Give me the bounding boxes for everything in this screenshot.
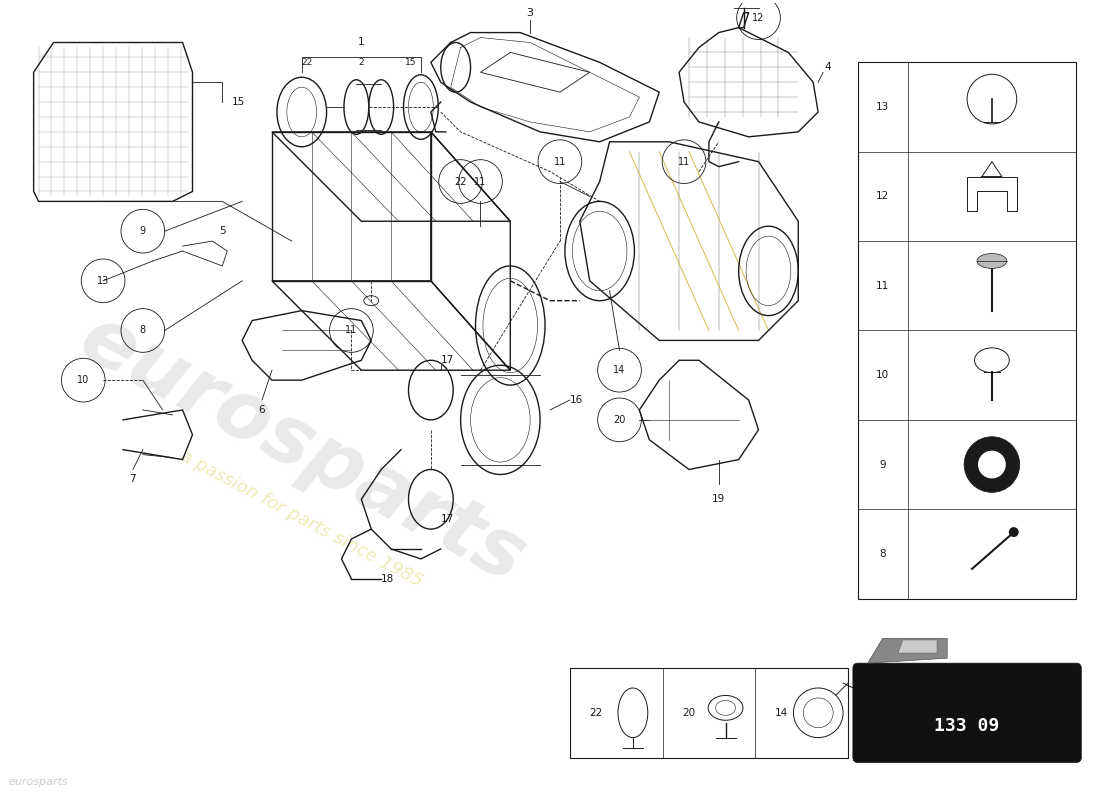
Text: 2: 2 <box>359 58 364 67</box>
Text: 133 09: 133 09 <box>935 718 1000 735</box>
Text: 1: 1 <box>358 38 364 47</box>
Circle shape <box>964 437 1020 492</box>
Text: 11: 11 <box>474 177 486 186</box>
Ellipse shape <box>977 254 1007 269</box>
Text: 15: 15 <box>232 97 245 107</box>
Text: 7: 7 <box>130 474 136 485</box>
Text: 11: 11 <box>345 326 358 335</box>
Text: 11: 11 <box>553 157 566 166</box>
Text: 15: 15 <box>405 58 417 67</box>
Text: 12: 12 <box>876 191 889 202</box>
Text: 22: 22 <box>301 58 312 67</box>
Text: 5: 5 <box>219 226 225 236</box>
Text: 13: 13 <box>97 276 109 286</box>
Text: 11: 11 <box>876 281 889 290</box>
Text: 19: 19 <box>712 494 725 504</box>
Text: 17: 17 <box>441 355 454 366</box>
Text: 6: 6 <box>258 405 265 415</box>
Text: 12: 12 <box>752 13 764 22</box>
Text: 3: 3 <box>527 8 534 18</box>
Text: 4: 4 <box>825 62 832 72</box>
Text: 9: 9 <box>879 459 886 470</box>
Circle shape <box>978 450 1005 478</box>
Text: 10: 10 <box>77 375 89 385</box>
Text: 9: 9 <box>140 226 146 236</box>
Circle shape <box>1009 527 1019 537</box>
Polygon shape <box>868 638 947 663</box>
Text: 14: 14 <box>614 366 626 375</box>
Text: 13: 13 <box>876 102 889 112</box>
Text: eurosparts: eurosparts <box>9 778 68 787</box>
Text: 16: 16 <box>570 395 583 405</box>
Text: 18: 18 <box>382 574 395 584</box>
Text: a passion for parts since 1985: a passion for parts since 1985 <box>177 447 426 591</box>
Text: 8: 8 <box>879 549 886 559</box>
Text: 17: 17 <box>441 514 454 524</box>
Text: 10: 10 <box>876 370 889 380</box>
Text: 20: 20 <box>682 708 695 718</box>
Text: 20: 20 <box>614 415 626 425</box>
Text: 8: 8 <box>140 326 146 335</box>
FancyBboxPatch shape <box>852 663 1081 762</box>
Polygon shape <box>898 640 937 654</box>
Text: 22: 22 <box>454 177 466 186</box>
Text: 22: 22 <box>590 708 603 718</box>
Text: 14: 14 <box>776 708 789 718</box>
Text: 11: 11 <box>678 157 690 166</box>
Text: eurosparts: eurosparts <box>66 299 538 600</box>
